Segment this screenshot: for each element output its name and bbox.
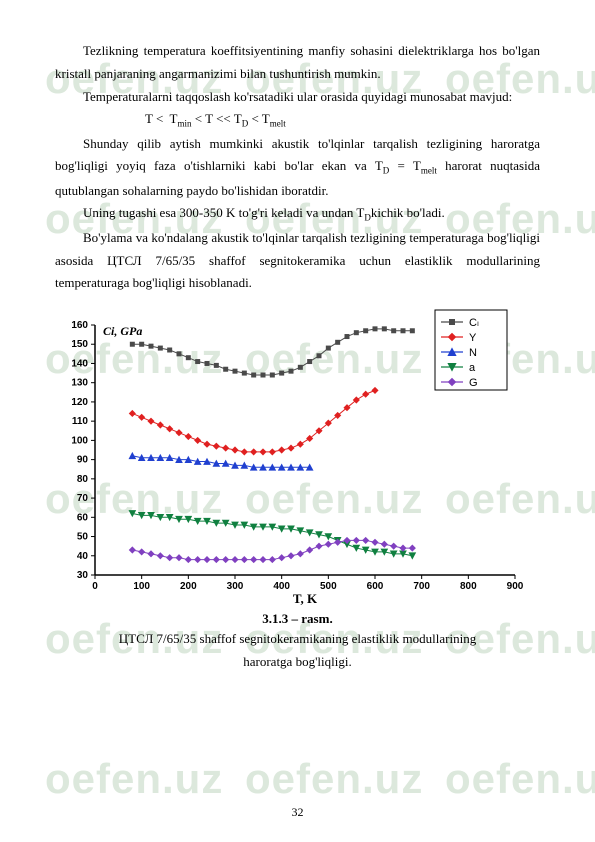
svg-text:T, K: T, K: [293, 591, 318, 605]
figure-caption-1: ЦТСЛ 7/65/35 shaffof segnitokeramikaning…: [55, 629, 540, 650]
paragraph-3: Shunday qilib aytish mumkinki akustik to…: [55, 133, 540, 203]
watermark: oefen.uz: [45, 755, 223, 803]
svg-text:Y: Y: [469, 332, 477, 344]
svg-text:120: 120: [71, 397, 88, 408]
svg-text:30: 30: [77, 570, 89, 581]
paragraph-5: Bo'ylama va ko'ndalang akustik to'lqinla…: [55, 227, 540, 295]
svg-text:70: 70: [77, 493, 89, 504]
svg-text:Cₗ: Cₗ: [469, 317, 479, 329]
svg-text:500: 500: [320, 581, 337, 592]
figure-title: 3.1.3 – rasm.: [55, 611, 540, 627]
elastic-modulus-chart: 0 100 200 300 400 500 600 700 800 900 30 40 50 60 70 80…: [55, 305, 535, 605]
svg-text:40: 40: [77, 551, 89, 562]
svg-text:900: 900: [507, 581, 524, 592]
svg-text:300: 300: [227, 581, 244, 592]
watermark: oefen.uz: [245, 755, 423, 803]
svg-text:a: a: [469, 362, 476, 374]
svg-text:100: 100: [133, 581, 150, 592]
svg-text:600: 600: [367, 581, 384, 592]
svg-text:90: 90: [77, 455, 89, 466]
svg-text:200: 200: [180, 581, 197, 592]
paragraph-1: Tezlikning temperatura koeffitsiyentinin…: [55, 40, 540, 86]
figure-caption-2: haroratga bog'liqligi.: [55, 652, 540, 673]
svg-text:50: 50: [77, 532, 89, 543]
formula-line: T < Tmin < T << TD < Tmelt: [55, 108, 540, 132]
svg-text:110: 110: [72, 416, 89, 427]
watermark: oefen.uz: [445, 755, 595, 803]
svg-text:Ci, GPa: Ci, GPa: [103, 324, 142, 338]
svg-text:160: 160: [71, 320, 88, 331]
svg-text:80: 80: [77, 474, 89, 485]
svg-text:G: G: [469, 377, 478, 389]
page-number: 32: [0, 805, 595, 820]
paragraph-2: Temperaturalarni taqqoslash ko'rsatadiki…: [55, 86, 540, 109]
paragraph-4: Uning tugashi esa 300-350 K to'g'ri kela…: [55, 202, 540, 226]
svg-text:800: 800: [460, 581, 477, 592]
svg-text:100: 100: [71, 435, 88, 446]
chart-svg: 0 100 200 300 400 500 600 700 800 900 30 40 50 60 70 80…: [55, 305, 535, 605]
svg-text:N: N: [469, 347, 477, 359]
svg-text:140: 140: [71, 358, 88, 369]
svg-text:150: 150: [71, 339, 88, 350]
svg-text:400: 400: [273, 581, 290, 592]
svg-text:0: 0: [92, 581, 98, 592]
svg-text:60: 60: [77, 512, 89, 523]
svg-text:700: 700: [413, 581, 430, 592]
svg-text:130: 130: [71, 378, 88, 389]
